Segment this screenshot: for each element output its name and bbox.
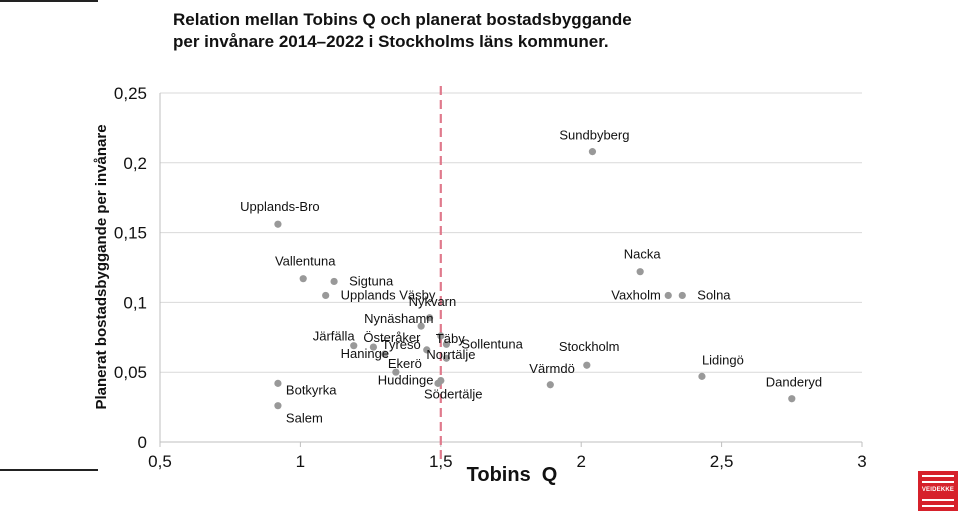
point-label-8: Nykvarn <box>409 294 457 309</box>
y-tick-label-2: 0,1 <box>123 293 147 312</box>
axes <box>159 93 863 447</box>
data-point-13 <box>442 340 451 348</box>
bottom-rule <box>0 469 98 471</box>
point-label-1: Upplands-Bro <box>240 199 320 214</box>
x-axis-label: Tobins Q <box>467 464 558 486</box>
data-point-3 <box>299 275 307 283</box>
data-point-2 <box>636 268 644 276</box>
data-point-15 <box>423 346 431 354</box>
point-label-12: Österåker <box>363 330 421 345</box>
point-label-19: Värmdö <box>529 361 575 376</box>
point-label-9: Nynäshamn <box>364 311 433 326</box>
point-label-11: Järfälla <box>313 329 356 344</box>
data-point-18 <box>392 368 400 376</box>
x-tick-label-4: 2,5 <box>710 452 734 471</box>
data-point-16 <box>442 354 451 362</box>
y-tick-label-0: 0 <box>138 433 147 452</box>
logo-wordmark: VEIDEKKE <box>918 487 958 493</box>
point-label-0: Sundbyberg <box>559 128 629 143</box>
point-label-7: Solna <box>697 287 731 302</box>
data-point-19 <box>546 381 554 389</box>
data-point-20 <box>698 372 706 380</box>
title-line-1: Relation mellan Tobins Q och planerat bo… <box>173 10 632 29</box>
data-point-6 <box>664 291 672 300</box>
data-point-17 <box>583 361 591 369</box>
data-point-4 <box>330 277 338 286</box>
top-rule <box>0 0 98 2</box>
x-tick-label-2: 1,5 <box>429 452 453 471</box>
point-label-24: Botkyrka <box>286 382 337 397</box>
point-label-6: Vaxholm <box>611 287 661 302</box>
y-tick-label-4: 0,2 <box>123 154 147 173</box>
data-point-14 <box>381 350 389 358</box>
point-label-14: Haninge <box>341 346 389 361</box>
data-point-1 <box>274 220 282 228</box>
chart-title: Relation mellan Tobins Q och planerat bo… <box>173 9 773 53</box>
point-label-3: Vallentuna <box>275 254 336 269</box>
point-label-25: Salem <box>286 411 323 426</box>
data-point-22 <box>434 379 442 387</box>
data-point-23 <box>788 395 796 403</box>
point-label-22: Södertälje <box>424 386 483 401</box>
y-axis-label: Planerat bostadsbyggande per invånare <box>93 124 110 409</box>
x-tick-label-3: 2 <box>576 452 585 471</box>
x-tick-label-5: 3 <box>857 452 866 471</box>
point-label-16: Norrtälje <box>426 347 475 362</box>
title-line-2: per invånare 2014–2022 i Stockholms läns… <box>173 32 609 51</box>
x-tick-label-1: 1 <box>296 452 305 471</box>
gridlines <box>160 92 862 373</box>
y-tick-label-5: 0,25 <box>114 84 147 103</box>
x-tick-label-0: 0,5 <box>148 452 172 471</box>
point-label-21: Huddinge <box>378 373 434 388</box>
data-point-24 <box>274 379 282 387</box>
data-point-25 <box>274 402 282 410</box>
point-label-5: Upplands Väsby <box>341 287 436 302</box>
point-label-13: Sollentuna <box>461 336 523 351</box>
point-label-2: Nacka <box>624 247 662 262</box>
data-point-10 <box>437 332 445 340</box>
point-label-17: Stockholm <box>559 339 620 354</box>
data-point-11 <box>350 342 358 350</box>
point-label-20: Lidingö <box>702 352 744 367</box>
point-label-15: Tyresö <box>382 337 421 352</box>
point-label-4: Sigtuna <box>349 273 394 288</box>
point-label-23: Danderyd <box>766 375 822 390</box>
data-point-0 <box>588 148 597 156</box>
point-label-10: Täby <box>436 331 465 346</box>
data-points <box>274 148 796 410</box>
data-point-7 <box>678 291 686 300</box>
y-tick-label-1: 0,05 <box>114 363 147 382</box>
point-labels: Sundbyberg Upplands-Bro Nacka Vallentuna Sig… <box>240 128 822 426</box>
point-label-18: Ekerö <box>388 356 422 371</box>
data-point-12 <box>369 343 378 351</box>
data-point-8 <box>425 314 434 322</box>
y-tick-label-3: 0,15 <box>114 224 147 243</box>
tick-labels: 0 0,05 0,1 0,15 0,2 0,25 0,5 1 1,5 2 2,5 3 <box>114 84 867 471</box>
data-point-9 <box>417 322 425 330</box>
brand-logo: VEIDEKKE <box>918 471 958 511</box>
data-point-5 <box>322 291 330 300</box>
